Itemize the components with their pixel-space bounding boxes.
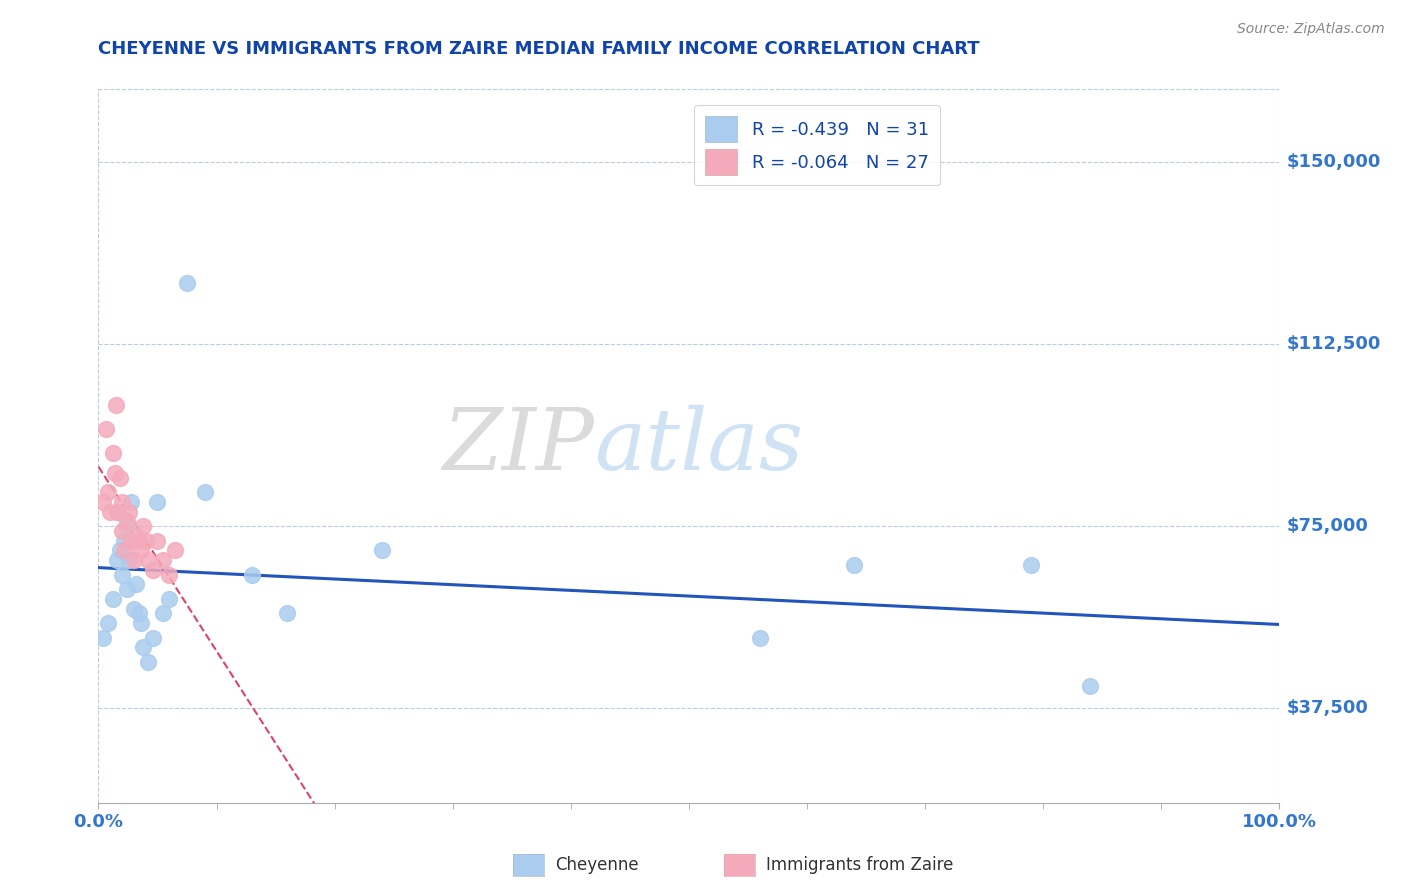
Point [129,616,152,631]
Text: $112,500: $112,500 [1286,335,1381,353]
Point [146,495,169,509]
Point [101,591,124,606]
Point [371,543,394,558]
Point [122,601,145,615]
Point [105,504,128,518]
Text: atlas: atlas [595,405,804,487]
Point [101,446,124,460]
Text: ZIP: ZIP [443,405,595,487]
Point [108,543,131,558]
Point [115,514,138,528]
Point [152,607,174,621]
Text: $75,000: $75,000 [1286,517,1368,535]
Point [121,495,143,509]
Point [97,485,120,500]
Point [157,591,180,606]
Text: Source: ZipAtlas.com: Source: ZipAtlas.com [1237,22,1385,37]
Point [276,607,298,621]
Point [142,563,165,577]
Point [91,495,114,509]
Point [115,582,138,597]
Point [104,466,127,480]
Point [132,519,155,533]
Point [118,553,141,567]
Point [111,567,134,582]
Point [105,553,128,567]
Point [132,640,155,655]
Point [108,470,131,484]
Text: $37,500: $37,500 [1286,699,1368,717]
Text: $150,000: $150,000 [1286,153,1381,171]
Point [128,533,150,548]
Point [105,504,128,518]
Point [136,553,159,567]
Point [111,524,134,538]
Point [1080,679,1102,693]
Point [165,543,187,558]
Point [125,577,148,591]
Point [115,519,138,533]
Point [128,607,150,621]
Point [97,616,120,631]
Point [91,631,114,645]
Point [844,558,866,572]
Point [121,533,143,548]
Point [135,533,157,548]
Point [125,529,148,543]
Point [176,277,198,291]
Point [112,543,135,558]
Point [98,504,121,518]
Legend: R = -0.439   N = 31, R = -0.064   N = 27: R = -0.439 N = 31, R = -0.064 N = 27 [695,105,939,186]
Point [240,567,263,582]
Point [157,567,180,582]
Point [136,655,159,669]
Point [194,485,217,500]
Point [118,504,141,518]
Point [94,422,117,436]
Point [748,631,770,645]
Text: CHEYENNE VS IMMIGRANTS FROM ZAIRE MEDIAN FAMILY INCOME CORRELATION CHART: CHEYENNE VS IMMIGRANTS FROM ZAIRE MEDIAN… [98,40,980,58]
Point [152,553,174,567]
Point [112,533,135,548]
Point [105,398,128,412]
Point [146,533,169,548]
Point [111,495,134,509]
Point [122,553,145,567]
Text: Immigrants from Zaire: Immigrants from Zaire [766,856,953,874]
Text: Cheyenne: Cheyenne [555,856,638,874]
Point [129,543,152,558]
Point [142,631,165,645]
Point [1021,558,1043,572]
